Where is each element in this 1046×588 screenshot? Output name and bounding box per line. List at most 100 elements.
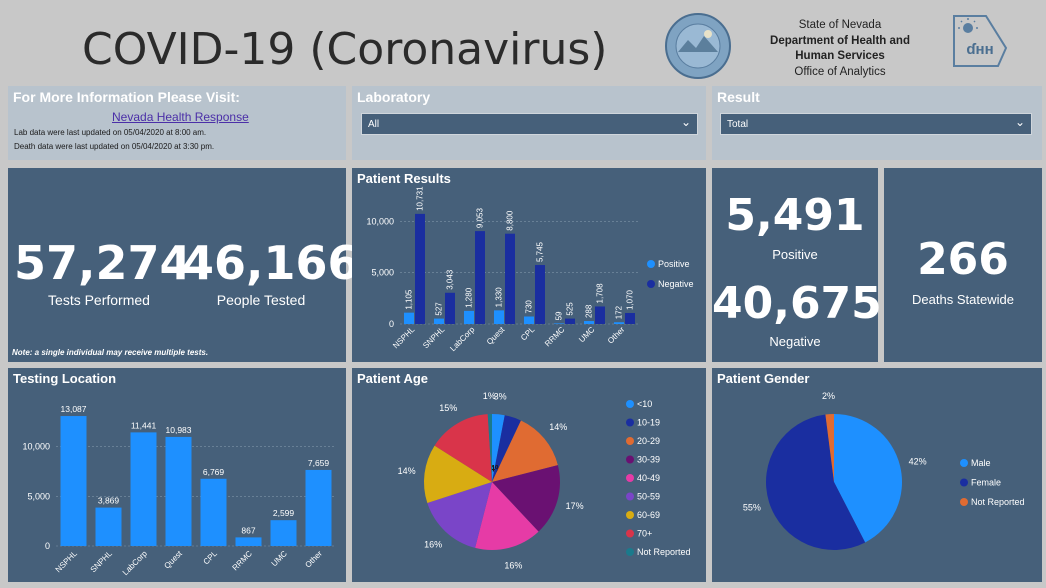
patient-gender-panel: Patient Gender 42% 55% 2% Male Female Not Rep… (712, 368, 1042, 582)
page-title: COVID-19 (Coronavirus) (82, 24, 608, 75)
legend-label: 40-49 (637, 473, 660, 483)
pie-slice-50-59 (427, 482, 492, 548)
legend-label: Female (971, 478, 1001, 488)
data-label: 2,599 (273, 508, 295, 518)
bar-negative-snphl (445, 292, 455, 324)
legend-marker-50-59 (626, 492, 634, 501)
death-update-text: Death data were last updated on 05/04/20… (14, 142, 215, 151)
patient-age-chart: 3% 4% 14% 17% 16% 16% 14% 15% 1% <10 10-19 20-29 30-… (398, 391, 691, 570)
data-label: 525 (566, 302, 575, 316)
bar-positive-umc (584, 321, 594, 324)
bar-rrmc (235, 537, 262, 546)
legend-marker-positive (647, 260, 655, 268)
positive-label: Positive (772, 247, 818, 262)
lab-update-text: Lab data were last updated on 05/04/2020… (14, 128, 207, 137)
legend-marker-20-29 (626, 437, 634, 445)
legend-label: 10-19 (637, 418, 660, 428)
x-tick-label: CPL (202, 549, 220, 567)
patient-age-title: Patient Age (357, 371, 429, 386)
result-dropdown[interactable]: Total ⌄ (720, 113, 1032, 135)
x-tick-label: SNPHL (421, 325, 447, 351)
tests-performed-label: Tests Performed (48, 292, 150, 308)
x-tick-label: UMC (577, 325, 596, 344)
patient-results-chart: 0 5,000 10,000 1,105 10,731 NSPHL 527 3,043 SNPH… (366, 186, 693, 353)
result-kpi-panel: 5,491 Positive 40,675 Negative (712, 168, 882, 362)
legend-marker-70 (626, 529, 634, 538)
x-tick-label: RRMC (231, 549, 254, 572)
legend-label: Not Reported (971, 497, 1025, 507)
patient-gender-chart: 42% 55% 2% Male Female Not Reported (743, 391, 1025, 550)
patient-results-title: Patient Results (357, 171, 451, 186)
data-label: 2% (822, 391, 835, 401)
deaths-label: Deaths Statewide (912, 292, 1014, 307)
data-label: 10,983 (166, 425, 192, 435)
state-seal-logo (664, 12, 732, 80)
data-label: 15% (439, 403, 457, 413)
data-label: 10,731 (416, 186, 425, 211)
data-label: 1,708 (596, 283, 605, 304)
bar-quest (165, 436, 192, 546)
y-tick-label: 5,000 (27, 491, 50, 501)
testing-location-chart: 0 5,000 10,000 13,087 NSPHL 3,869 SNPHL 11,441 L… (22, 404, 336, 577)
legend-label: 70+ (637, 529, 652, 539)
pie-slice-10 (492, 414, 505, 482)
multiple-tests-note: Note: a single individual may receive mu… (12, 348, 209, 357)
deaths-kpi-panel: 266 Deaths Statewide (884, 168, 1042, 362)
bar-negative-nsphl (415, 213, 425, 324)
legend-marker-not-reported (626, 548, 634, 556)
negative-value: 40,675 (712, 278, 882, 329)
legend-label: 20-29 (637, 436, 660, 446)
data-label: 13,087 (61, 404, 87, 414)
data-label: 16% (424, 540, 442, 550)
agency-name: State of Nevada Department of Health and… (758, 18, 922, 80)
x-tick-label: NSPHL (54, 549, 80, 575)
data-label: 5,745 (536, 241, 545, 262)
legend-label: Not Reported (637, 547, 691, 557)
bar-umc (270, 520, 297, 546)
laboratory-filter-label: Laboratory (357, 89, 431, 105)
pie-slice-not-reported (487, 414, 492, 482)
legend-marker-not-reported (960, 498, 968, 506)
legend-label: <10 (637, 399, 652, 409)
x-tick-label: RRMC (543, 325, 566, 348)
data-label: 11,441 (131, 420, 157, 430)
bar-negative-quest (505, 233, 515, 324)
data-label: 527 (435, 302, 444, 316)
y-tick-label: 0 (389, 319, 394, 329)
data-label: 3,043 (446, 269, 455, 290)
data-label: 3,869 (98, 496, 120, 506)
people-tested-value: 46,166 (182, 236, 360, 290)
legend-label: Male (971, 458, 991, 468)
x-tick-label: Other (606, 325, 627, 346)
y-tick-label: 0 (45, 541, 50, 551)
legend-marker-female (960, 478, 968, 487)
pie-slice-40-49 (475, 482, 539, 550)
data-label: 4% (490, 464, 503, 474)
x-tick-label: SNPHL (89, 549, 115, 575)
agency-line-3: Human Services (795, 50, 885, 62)
agency-line-2: Department of Health and (770, 34, 910, 47)
dhhs-logo: ɗнн (950, 8, 1010, 68)
legend-label: 50-59 (637, 492, 660, 502)
patient-age-panel: Patient Age 3% 4% 14% 17% 16% 16% 14% 15% 1% <10 1… (352, 368, 706, 582)
bar-snphl (95, 507, 122, 546)
data-label: 1,105 (405, 289, 414, 310)
bar-positive-quest (494, 310, 504, 324)
y-tick-label: 10,000 (22, 442, 50, 452)
bar-positive-rrmc (554, 323, 564, 324)
nevada-health-response-link[interactable]: Nevada Health Response (112, 110, 249, 124)
pie-slice-60-69 (424, 445, 492, 504)
data-label: 7,659 (308, 458, 330, 468)
laboratory-dropdown[interactable]: All ⌄ (361, 113, 698, 135)
testing-location-panel: Testing Location 0 5,000 10,000 13,087 NSPHL… (8, 368, 346, 582)
legend-marker-10 (626, 400, 634, 408)
data-label: 14% (398, 466, 416, 476)
x-tick-label: LabCorp (448, 325, 476, 353)
bar-other (305, 469, 332, 546)
positive-value: 5,491 (725, 190, 865, 241)
data-label: 42% (909, 457, 927, 467)
pie-slice-70 (434, 414, 492, 482)
bar-positive-cpl (524, 316, 534, 324)
pie-slice-10-19 (492, 415, 521, 482)
x-tick-label: Quest (485, 325, 507, 347)
